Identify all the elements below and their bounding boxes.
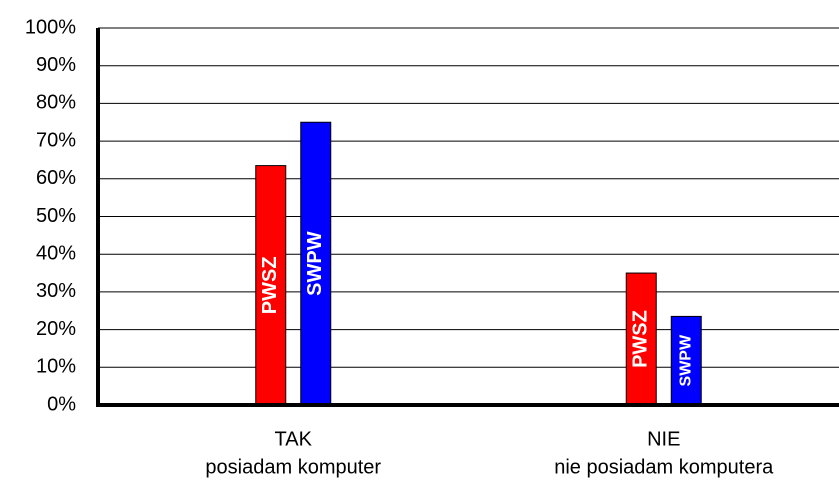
bar	[255, 165, 287, 406]
y-tick-label: 100%	[25, 16, 76, 38]
y-tick-label: 20%	[36, 318, 76, 340]
bar	[300, 121, 332, 406]
y-tick-label: 40%	[36, 242, 76, 264]
y-tick-label: 50%	[36, 205, 76, 227]
x-tick-label: NIE	[647, 428, 680, 450]
bar-label: PWSZ	[259, 256, 281, 314]
x-tick-label: nie posiadam komputera	[554, 456, 774, 478]
bar-label: PWSZ	[630, 310, 652, 368]
y-tick-label: 60%	[36, 167, 76, 189]
bar-label: SWPW	[677, 334, 694, 386]
bar	[625, 272, 657, 406]
bar-label: SWPW	[304, 231, 326, 296]
y-tick-label: 90%	[36, 54, 76, 76]
y-tick-label: 70%	[36, 129, 76, 151]
y-tick-label: 80%	[36, 92, 76, 114]
x-tick-label: posiadam komputer	[205, 456, 381, 478]
y-tick-label: 0%	[47, 393, 76, 415]
y-tick-label: 10%	[36, 356, 76, 378]
bar	[670, 315, 702, 406]
x-tick-label: TAK	[275, 428, 313, 450]
y-tick-label: 30%	[36, 280, 76, 302]
